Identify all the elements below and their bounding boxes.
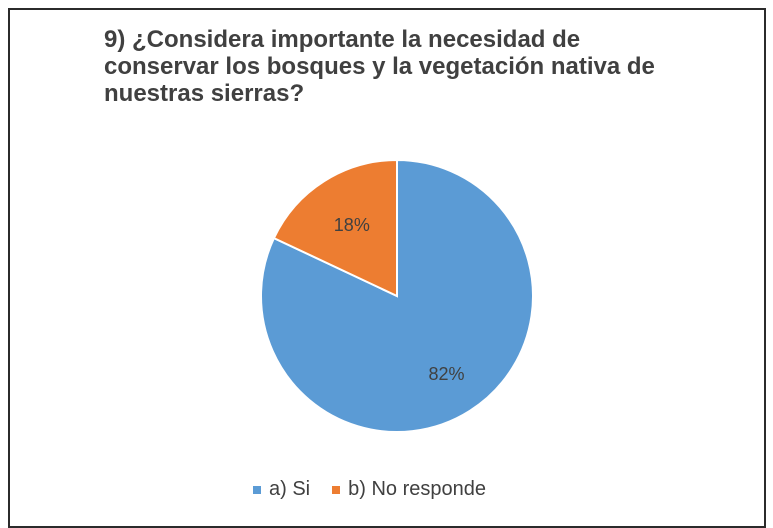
legend-item-si: a) Si: [253, 478, 310, 501]
legend-swatch-no-responde: [332, 485, 341, 494]
chart-title-line-1: 9) ¿Considera importante la necesidad de: [104, 26, 581, 53]
data-label-si: 82%: [429, 364, 465, 384]
data-label-no-responde: 18%: [334, 215, 370, 235]
pie-slice-si: [260, 158, 534, 433]
chart-title-line-3: nuestras sierras?: [104, 80, 305, 107]
chart-title-line-2: conservar los bosques y la vegetación na…: [104, 53, 655, 80]
legend-swatch-si: [253, 485, 261, 494]
chart-title: 9) ¿Considera importante la necesidad de…: [104, 26, 724, 107]
legend-item-no-responde: b) No responde: [332, 478, 486, 501]
legend: a) Si b) No responde: [253, 478, 486, 501]
legend-label-no-responde: b) No responde: [348, 478, 486, 500]
legend-label-si: a) Si: [269, 478, 311, 500]
pie-slice-no-responde: [272, 158, 398, 298]
